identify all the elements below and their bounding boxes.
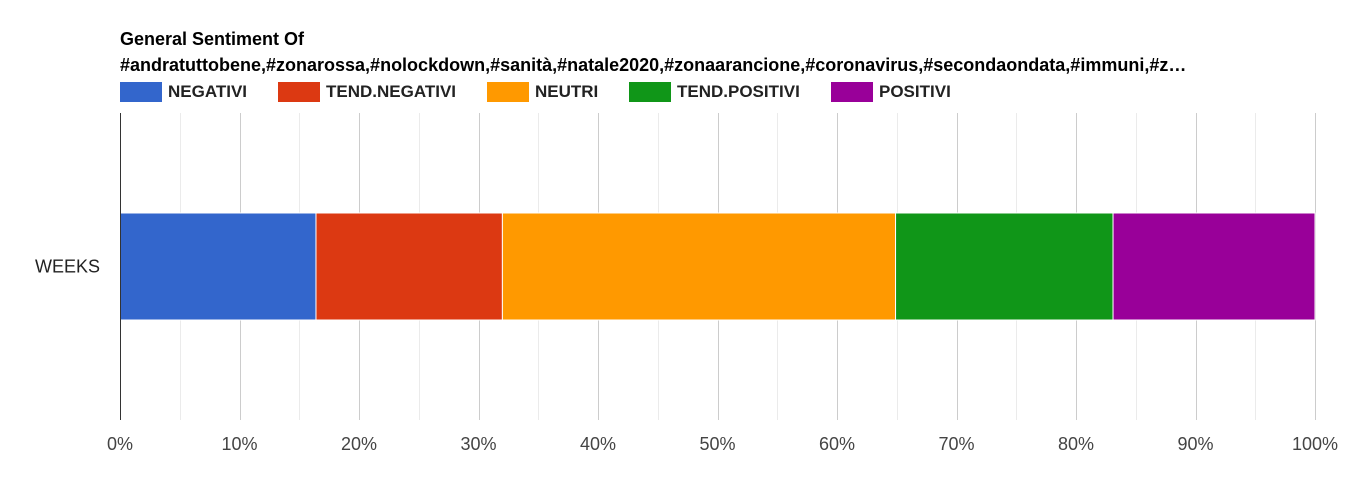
x-tick-label: 50%	[699, 434, 735, 454]
legend-swatch-tend-negativi	[278, 82, 320, 102]
legend-item-tend-positivi[interactable]: TEND.POSITIVI	[629, 82, 800, 102]
bar-segment-tend-negativi	[315, 212, 503, 321]
x-tick-label: 20%	[341, 434, 377, 454]
x-tick-label: 80%	[1058, 434, 1094, 454]
x-tick-label: 70%	[938, 434, 974, 454]
legend-label-tend-positivi: TEND.POSITIVI	[677, 82, 800, 101]
bar-segment-tend-positivi	[895, 212, 1114, 321]
legend-item-negativi[interactable]: NEGATIVI	[120, 82, 247, 102]
legend-item-neutri[interactable]: NEUTRI	[487, 82, 598, 102]
bar-segment-negativi	[119, 212, 317, 321]
bar-segment-positivi	[1112, 212, 1316, 321]
category-label: WEEKS	[35, 257, 100, 277]
chart-title-line2: #andratuttobene,#zonarossa,#nolockdown,#…	[120, 55, 1187, 75]
x-tick-label: 60%	[819, 434, 855, 454]
legend-swatch-tend-positivi	[629, 82, 671, 102]
x-tick-label: 100%	[1292, 434, 1338, 454]
x-tick-label: 40%	[580, 434, 616, 454]
x-tick-label: 90%	[1177, 434, 1213, 454]
x-tick-label: 0%	[107, 434, 133, 454]
legend-swatch-negativi	[120, 82, 162, 102]
legend-swatch-neutri	[487, 82, 529, 102]
chart-title-line1: General Sentiment Of	[120, 29, 305, 49]
x-tick-label: 10%	[221, 434, 257, 454]
legend-label-negativi: NEGATIVI	[168, 82, 248, 101]
legend-item-tend-negativi[interactable]: TEND.NEGATIVI	[278, 82, 456, 102]
legend-label-neutri: NEUTRI	[535, 82, 599, 101]
chart-title: General Sentiment Of #andratuttobene,#zo…	[120, 26, 1186, 78]
bar-segment-neutri	[501, 212, 897, 321]
legend-swatch-positivi	[831, 82, 873, 102]
legend-item-positivi[interactable]: POSITIVI	[831, 82, 951, 102]
legend-label-tend-negativi: TEND.NEGATIVI	[326, 82, 457, 101]
legend-label-positivi: POSITIVI	[879, 82, 951, 101]
x-tick-label: 30%	[460, 434, 496, 454]
